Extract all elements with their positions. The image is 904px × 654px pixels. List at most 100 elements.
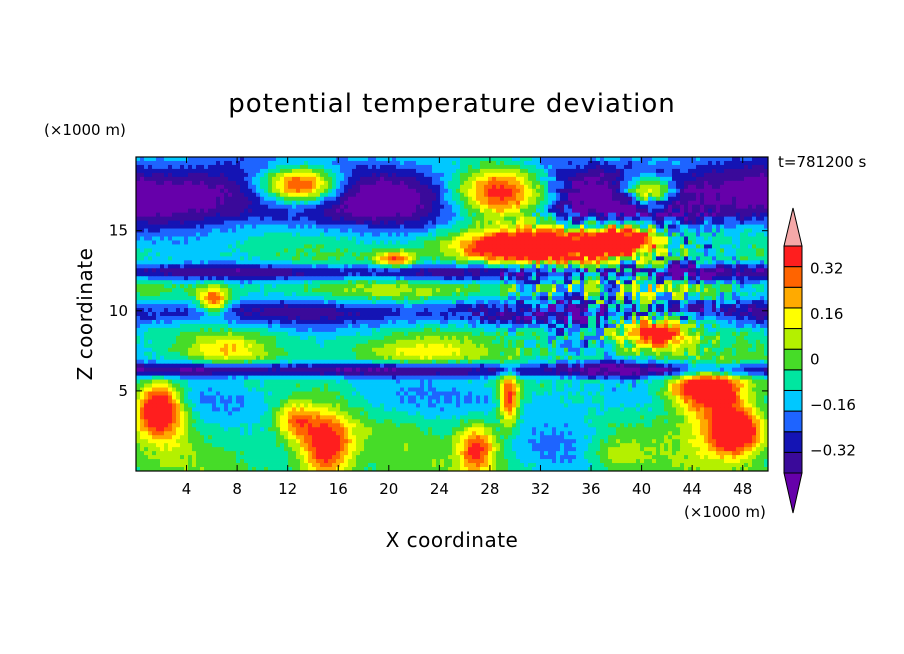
contour-cell	[628, 220, 633, 225]
contour-cell	[188, 236, 193, 241]
contour-cell	[156, 200, 161, 206]
contour-cell	[204, 264, 209, 269]
contour-cell	[472, 164, 477, 170]
contour-cell	[760, 164, 765, 170]
contour-cell	[180, 232, 185, 237]
contour-cell	[424, 268, 429, 273]
contour-cell	[764, 157, 769, 162]
contour-cell	[448, 256, 453, 261]
contour-cell	[448, 172, 453, 178]
contour-cell	[512, 160, 517, 166]
contour-cell	[684, 164, 689, 170]
contour-cell	[240, 228, 245, 233]
contour-cell	[500, 268, 505, 273]
contour-cell	[312, 272, 317, 277]
contour-cell	[576, 188, 581, 194]
contour-cell	[532, 168, 537, 174]
contour-cell	[352, 248, 357, 253]
contour-cell	[584, 224, 589, 229]
contour-cell	[496, 200, 501, 206]
contour-cell	[684, 192, 689, 198]
contour-cell	[348, 272, 353, 277]
contour-cell	[148, 176, 153, 182]
contour-cell	[524, 228, 529, 233]
contour-cell	[456, 264, 461, 269]
contour-cell	[748, 168, 753, 174]
contour-cell	[748, 236, 753, 241]
contour-cell	[192, 220, 197, 225]
contour-cell	[360, 180, 365, 186]
contour-cell	[156, 164, 161, 170]
contour-cell	[316, 256, 321, 261]
contour-cell	[608, 208, 613, 214]
contour-cell	[168, 216, 173, 221]
contour-cell	[144, 196, 149, 202]
contour-cell	[372, 236, 377, 241]
contour-cell	[528, 220, 533, 225]
contour-cell	[520, 164, 525, 170]
contour-cell	[400, 224, 405, 229]
contour-cell	[148, 272, 153, 277]
contour-cell	[368, 176, 373, 182]
contour-cell	[608, 236, 613, 241]
contour-cell	[592, 240, 597, 245]
contour-cell	[620, 172, 625, 178]
contour-cell	[380, 196, 385, 202]
contour-cell	[436, 276, 441, 281]
contour-cell	[136, 276, 141, 281]
contour-cell	[660, 180, 665, 186]
contour-cell	[536, 276, 541, 281]
contour-cell	[492, 176, 497, 182]
contour-cell	[384, 180, 389, 186]
contour-cell	[672, 204, 677, 210]
contour-cell	[364, 180, 369, 186]
contour-cell	[236, 164, 241, 170]
contour-cell	[300, 232, 305, 237]
contour-cell	[536, 184, 541, 190]
contour-cell	[440, 272, 445, 277]
contour-cell	[364, 252, 369, 257]
contour-cell	[384, 232, 389, 237]
contour-cell	[620, 168, 625, 174]
contour-cell	[576, 192, 581, 198]
contour-cell	[452, 272, 457, 277]
contour-cell	[212, 160, 217, 166]
contour-cell	[676, 276, 681, 281]
contour-cell	[256, 240, 261, 245]
contour-cell	[436, 232, 441, 237]
contour-cell	[196, 256, 201, 261]
contour-cell	[432, 196, 437, 202]
contour-cell	[324, 200, 329, 206]
contour-cell	[164, 260, 169, 265]
contour-cell	[360, 264, 365, 269]
contour-cell	[236, 224, 241, 229]
contour-cell	[264, 232, 269, 237]
contour-cell	[728, 236, 733, 241]
contour-cell	[564, 192, 569, 198]
contour-cell	[308, 200, 313, 206]
contour-cell	[212, 236, 217, 241]
contour-cell	[656, 232, 661, 237]
contour-cell	[144, 184, 149, 190]
contour-cell	[404, 268, 409, 273]
contour-cell	[372, 240, 377, 245]
contour-cell	[528, 176, 533, 182]
contour-cell	[428, 208, 433, 214]
contour-cell	[320, 272, 325, 277]
contour-cell	[444, 256, 449, 261]
contour-cell	[508, 204, 513, 210]
contour-cell	[204, 200, 209, 206]
contour-cell	[148, 228, 153, 233]
contour-cell	[616, 276, 621, 281]
contour-cell	[304, 280, 309, 285]
contour-cell	[248, 256, 253, 261]
contour-cell	[612, 208, 617, 214]
contour-cell	[212, 172, 217, 178]
contour-cell	[264, 280, 269, 285]
contour-cell	[204, 216, 209, 221]
contour-cell	[452, 212, 457, 218]
contour-cell	[736, 204, 741, 210]
contour-cell	[220, 280, 225, 285]
contour-cell	[324, 268, 329, 273]
contour-cell	[216, 196, 221, 202]
